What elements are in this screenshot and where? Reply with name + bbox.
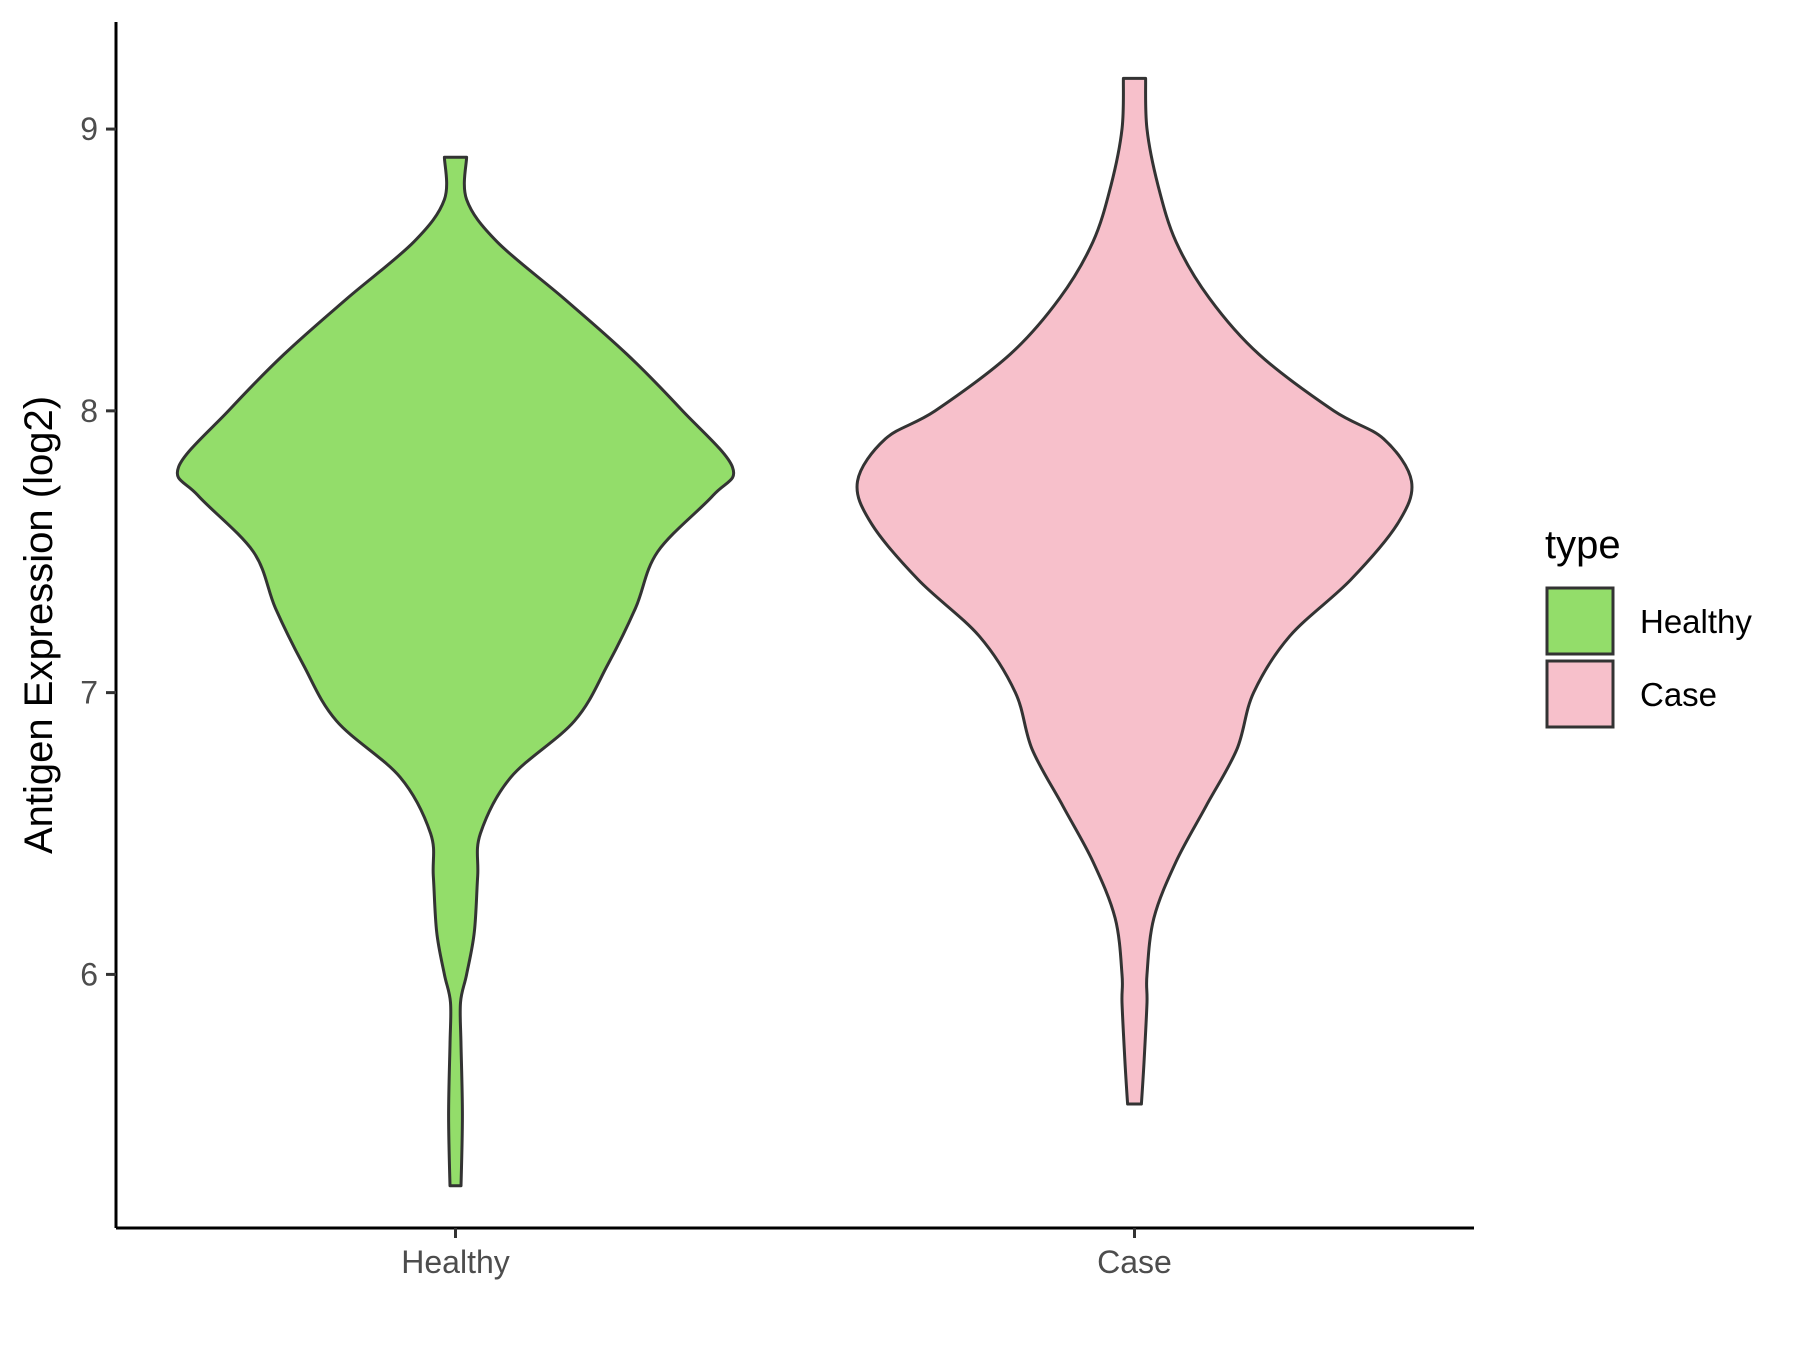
violin-case (855, 76, 1414, 1106)
legend-key-healthy (1545, 586, 1615, 656)
legend-key-case (1545, 659, 1615, 729)
violins-layer (175, 76, 1414, 1188)
x-axis-ticks: Healthy Case (401, 1228, 1172, 1280)
legend-label-healthy: Healthy (1640, 603, 1752, 640)
legend-label-case: Case (1640, 676, 1717, 713)
legend: type Healthy Case (1545, 523, 1752, 729)
legend-title: type (1545, 523, 1621, 567)
legend-entries: Healthy Case (1545, 586, 1752, 729)
y-tick-label: 9 (80, 111, 98, 147)
y-tick-label: 8 (80, 393, 98, 429)
y-axis-title: Antigen Expression (log2) (17, 396, 61, 854)
x-tick-label: Case (1097, 1244, 1172, 1280)
x-tick-label: Healthy (401, 1244, 510, 1280)
y-axis-ticks: 6 7 8 9 (80, 111, 116, 992)
violin-healthy (175, 155, 736, 1188)
y-tick-label: 6 (80, 956, 98, 992)
y-tick-label: 7 (80, 675, 98, 711)
